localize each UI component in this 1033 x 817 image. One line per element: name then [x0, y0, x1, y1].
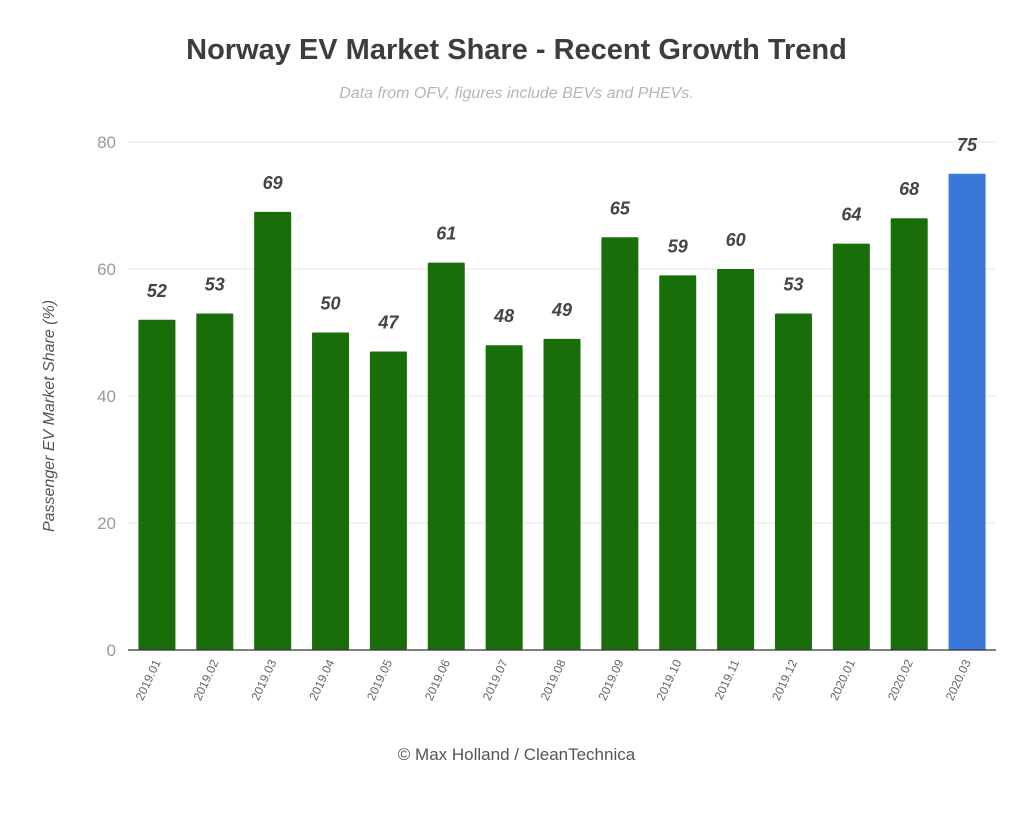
data-label: 68: [899, 179, 919, 199]
y-tick-label: 20: [97, 514, 116, 533]
data-label: 69: [263, 173, 283, 193]
y-tick-labels: 0 20 40 60 80: [97, 133, 116, 660]
bar: [832, 243, 870, 650]
bar: [717, 269, 755, 650]
data-label: 75: [957, 135, 978, 155]
bar: [485, 345, 523, 650]
x-tick-label: 2020.02: [885, 657, 916, 703]
bar: [774, 313, 812, 650]
x-tick-label: 2019.10: [653, 657, 684, 703]
bar: [890, 218, 928, 650]
y-tick-label: 40: [97, 387, 116, 406]
x-tick-labels: 2019.01 2019.02 2019.03 2019.04 2019.05 2019.…: [133, 657, 974, 703]
data-label: 64: [841, 205, 861, 225]
bar: [543, 338, 581, 650]
chart-title: Norway EV Market Share - Recent Growth T…: [186, 34, 847, 66]
data-labels: 52 53 69 50 47 61 48 49 65 59 60 53 64 68 75: [147, 135, 978, 333]
data-label: 53: [205, 274, 225, 294]
data-label: 47: [377, 313, 399, 333]
data-label: 60: [726, 230, 746, 250]
x-tick-label: 2019.01: [133, 657, 164, 703]
x-tick-label: 2019.09: [596, 657, 627, 703]
bar: [254, 211, 292, 650]
x-tick-label: 2019.08: [538, 657, 569, 703]
credit-text: © Max Holland / CleanTechnica: [397, 745, 636, 764]
data-label: 59: [668, 236, 688, 256]
x-tick-label: 2019.02: [190, 657, 221, 703]
y-tick-label: 60: [97, 260, 116, 279]
x-tick-label: 2019.12: [769, 657, 800, 703]
y-axis-label: Passenger EV Market Share (%): [41, 300, 58, 532]
bar: [427, 262, 465, 650]
x-tick-label: 2019.07: [480, 657, 511, 703]
x-tick-label: 2020.03: [943, 657, 974, 703]
x-tick-label: 2020.01: [827, 657, 858, 703]
y-tick-label: 80: [97, 133, 116, 152]
bar: [601, 237, 639, 650]
x-tick-label: 2019.11: [712, 657, 743, 702]
bars: [138, 173, 986, 650]
data-label: 49: [551, 300, 572, 320]
bar: [312, 332, 350, 650]
y-tick-label: 0: [107, 641, 116, 660]
bar: [138, 319, 176, 650]
data-label: 52: [147, 281, 167, 301]
bar: [948, 173, 986, 650]
bar: [369, 351, 407, 650]
data-label: 53: [783, 274, 803, 294]
bar: [196, 313, 234, 650]
data-label: 65: [610, 198, 631, 218]
data-label: 50: [321, 294, 341, 314]
x-tick-label: 2019.04: [306, 657, 337, 703]
chart-subtitle: Data from OFV, figures include BEVs and …: [339, 85, 694, 102]
x-tick-label: 2019.03: [248, 657, 279, 703]
x-tick-label: 2019.05: [364, 657, 395, 703]
bar: [659, 275, 697, 650]
data-label: 61: [436, 224, 456, 244]
x-tick-label: 2019.06: [422, 657, 453, 703]
data-label: 48: [493, 306, 514, 326]
